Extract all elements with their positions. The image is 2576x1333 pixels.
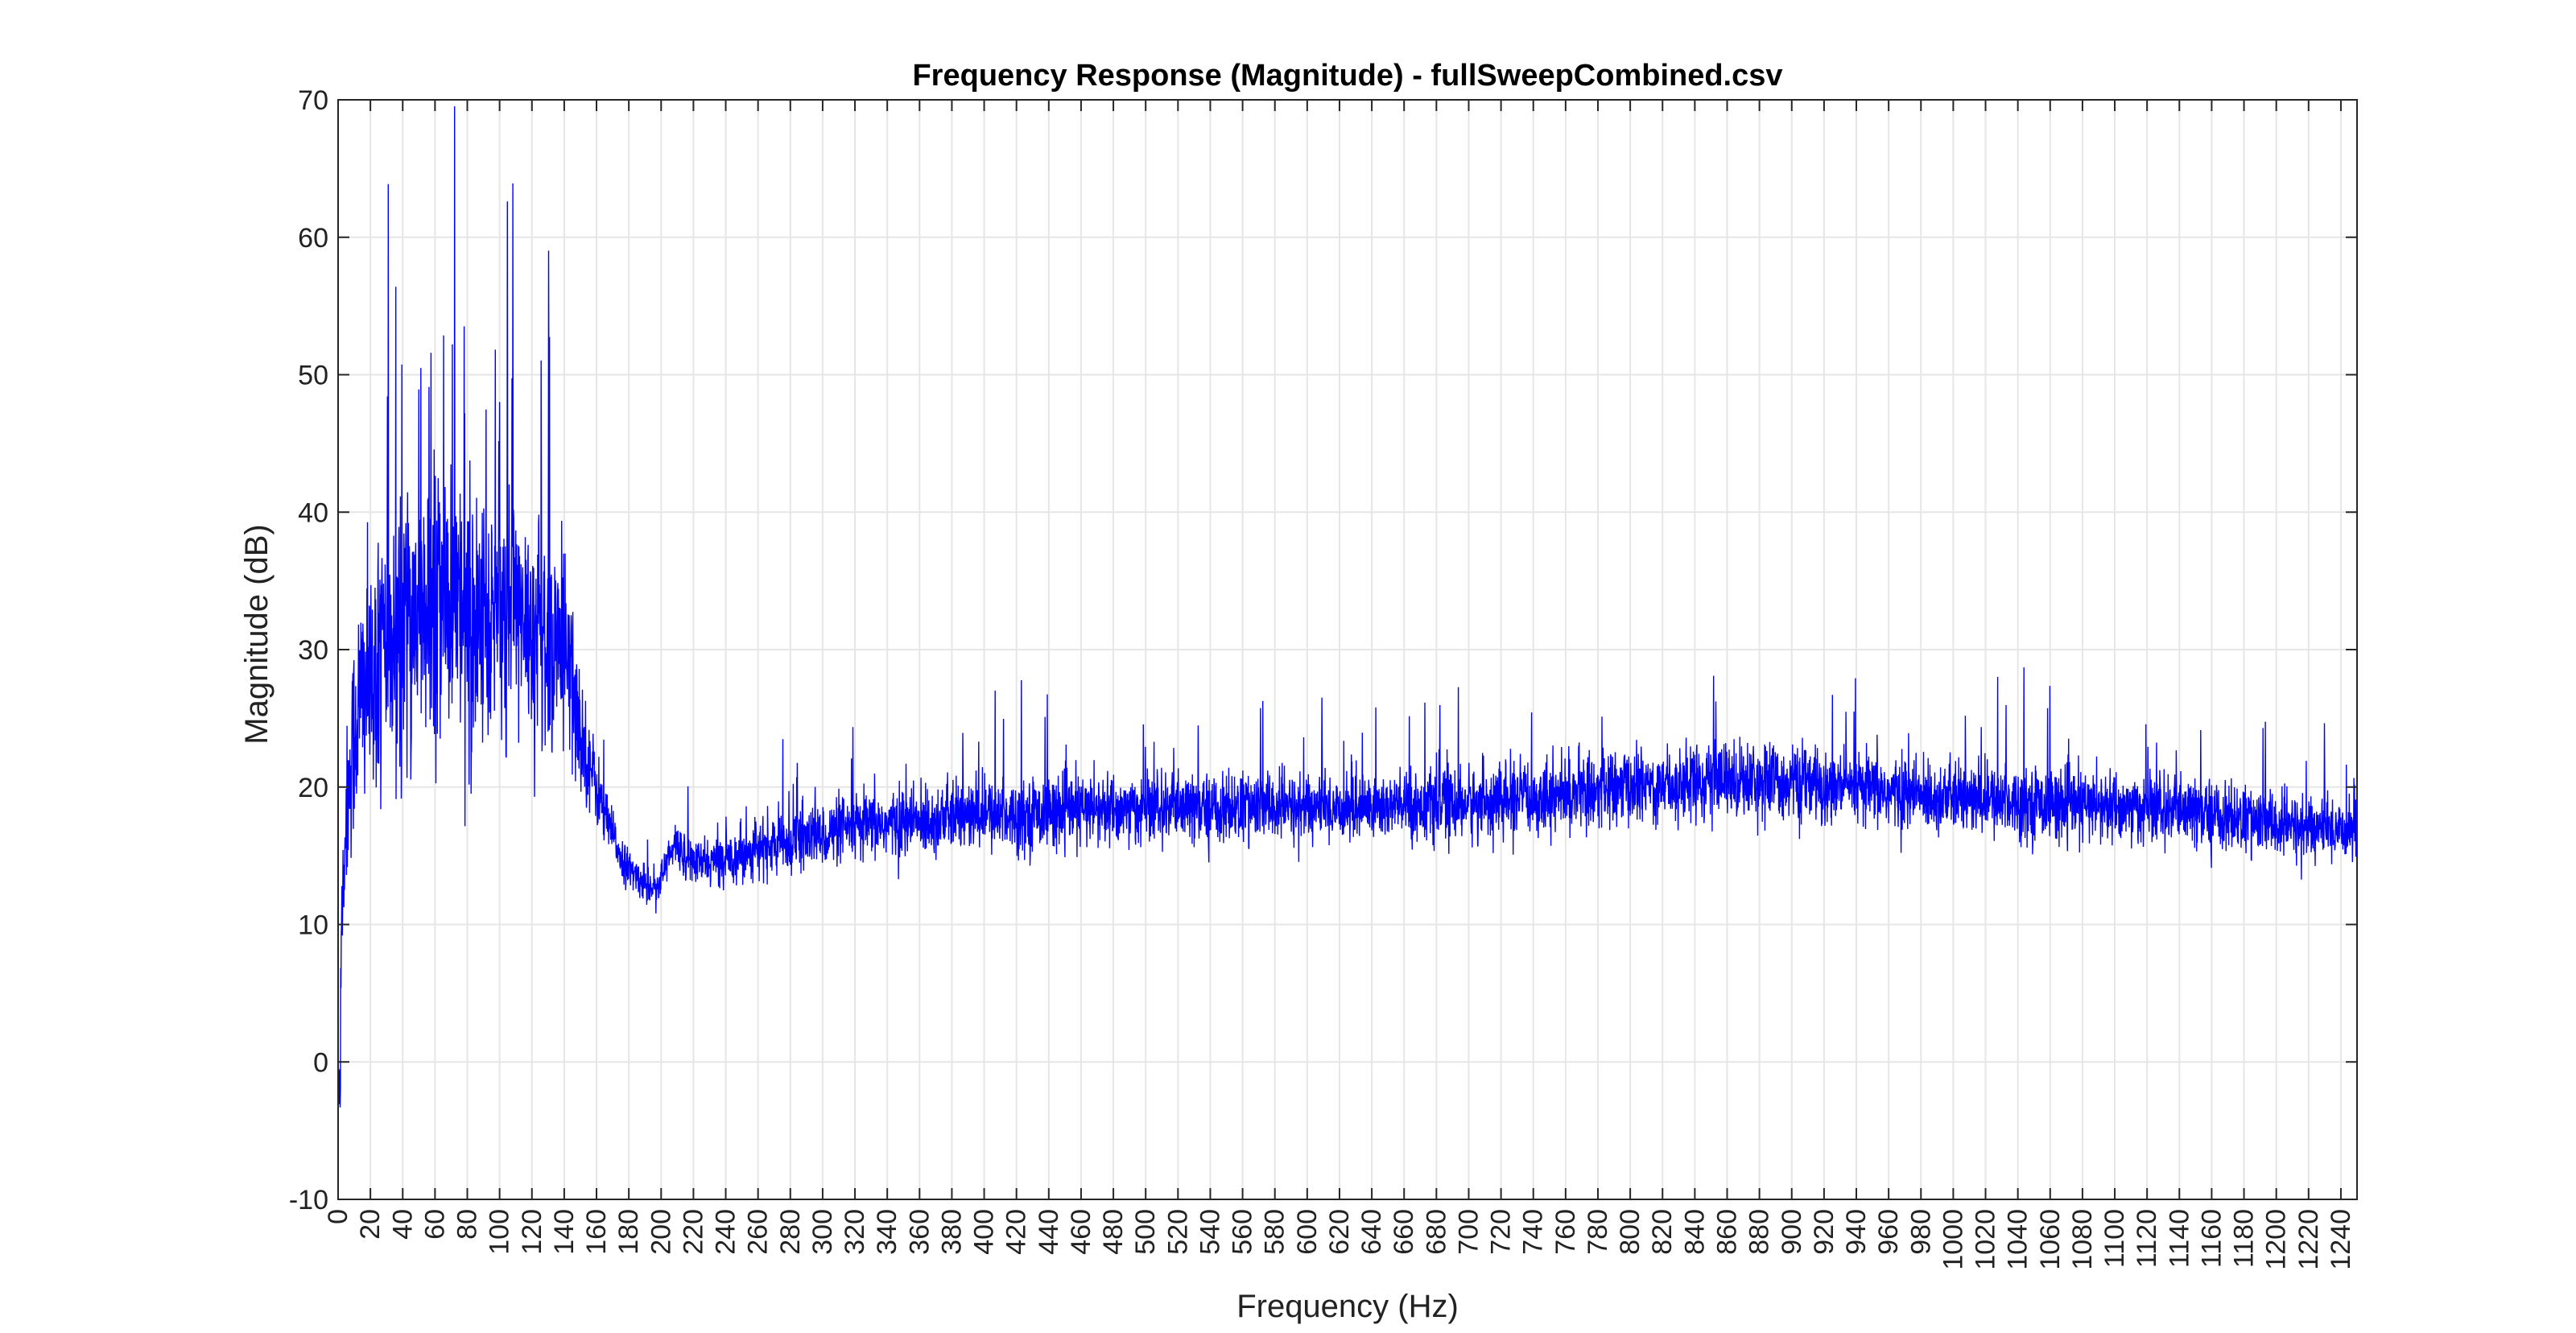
x-tick-label: 360: [904, 1209, 935, 1255]
y-tick-label: 40: [298, 497, 328, 528]
x-tick-label: 120: [517, 1209, 547, 1255]
x-tick-label: 300: [807, 1209, 838, 1255]
x-tick-label: 1120: [2132, 1209, 2162, 1268]
y-tick-label: 10: [298, 910, 328, 941]
x-tick-label: 80: [452, 1209, 483, 1240]
x-tick-label: 240: [711, 1209, 741, 1255]
x-tick-label: 460: [1066, 1209, 1096, 1255]
x-tick-label: 1240: [2326, 1209, 2356, 1270]
x-tick-label: 40: [387, 1209, 418, 1240]
x-tick-label: 800: [1615, 1209, 1645, 1255]
x-tick-label: 280: [775, 1209, 806, 1255]
axis-ticks: [337, 99, 2357, 1200]
x-tick-label: 780: [1583, 1209, 1613, 1255]
x-tick-label: 340: [872, 1209, 902, 1255]
x-tick-label: 680: [1421, 1209, 1451, 1255]
x-tick-label: 920: [1809, 1209, 1839, 1255]
x-tick-label: 640: [1356, 1209, 1387, 1255]
x-tick-label: 900: [1777, 1209, 1807, 1255]
x-tick-label: 880: [1744, 1209, 1775, 1255]
x-tick-label: 600: [1292, 1209, 1323, 1255]
x-tick-label: 1100: [2099, 1209, 2130, 1268]
x-tick-label: 820: [1647, 1209, 1678, 1255]
chart-title: Frequency Response (Magnitude) - fullSwe…: [912, 59, 1782, 93]
x-tick-label: 400: [969, 1209, 1000, 1255]
x-tick-label: 140: [549, 1209, 580, 1255]
y-tick-label: 70: [298, 85, 328, 116]
tick-labels: 0 20 40 60 80 100 120 140 160 180 200 220 240 260 280 3…: [289, 85, 2356, 1270]
x-tick-label: 1000: [1938, 1209, 1968, 1270]
x-tick-label: 620: [1324, 1209, 1355, 1255]
x-tick-label: 860: [1712, 1209, 1743, 1255]
x-tick-label: 740: [1518, 1209, 1549, 1255]
y-tick-label: 50: [298, 361, 328, 391]
y-axis-label: Magnitude (dB): [239, 524, 275, 744]
x-tick-label: 580: [1260, 1209, 1290, 1255]
x-tick-label: 980: [1905, 1209, 1936, 1255]
x-tick-label: 560: [1228, 1209, 1258, 1255]
x-tick-label: 840: [1679, 1209, 1710, 1255]
x-tick-label: 1080: [2067, 1209, 2098, 1270]
x-tick-label: 700: [1453, 1209, 1484, 1255]
x-tick-label: 1140: [2164, 1209, 2194, 1268]
x-tick-label: 220: [678, 1209, 708, 1255]
x-tick-label: 100: [485, 1209, 515, 1255]
x-tick-label: 420: [1001, 1209, 1032, 1255]
y-tick-label: -10: [289, 1185, 328, 1215]
x-tick-label: 480: [1098, 1209, 1129, 1255]
x-tick-label: 1060: [2035, 1209, 2066, 1270]
x-tick-label: 1220: [2293, 1209, 2324, 1270]
x-tick-label: 520: [1162, 1209, 1193, 1255]
x-tick-label: 0: [323, 1209, 353, 1224]
x-tick-label: 660: [1389, 1209, 1419, 1255]
y-tick-label: 20: [298, 773, 328, 803]
x-tick-label: 1160: [2196, 1209, 2227, 1268]
x-tick-label: 500: [1130, 1209, 1161, 1255]
x-tick-label: 1020: [1971, 1209, 2001, 1270]
x-tick-label: 200: [646, 1209, 676, 1255]
x-tick-label: 20: [355, 1209, 386, 1240]
x-tick-label: 1200: [2261, 1209, 2292, 1270]
x-tick-label: 760: [1550, 1209, 1581, 1255]
x-tick-label: 1040: [2003, 1209, 2033, 1270]
y-tick-label: 30: [298, 635, 328, 666]
y-tick-label: 60: [298, 223, 328, 254]
x-tick-label: 380: [936, 1209, 967, 1255]
magnitude-series-line: [337, 106, 2358, 1108]
y-tick-label: 0: [313, 1047, 328, 1078]
x-tick-label: 720: [1486, 1209, 1517, 1255]
x-tick-label: 540: [1195, 1209, 1225, 1255]
x-tick-label: 160: [581, 1209, 612, 1255]
x-tick-label: 320: [840, 1209, 870, 1255]
magnitude-trace: [337, 106, 2358, 1108]
x-tick-label: 940: [1841, 1209, 1872, 1255]
x-tick-label: 180: [613, 1209, 644, 1255]
x-axis-label: Frequency (Hz): [1236, 1289, 1459, 1324]
x-tick-label: 260: [743, 1209, 774, 1255]
x-tick-label: 60: [419, 1209, 450, 1240]
x-tick-label: 440: [1034, 1209, 1064, 1255]
x-tick-label: 1180: [2229, 1209, 2260, 1268]
x-tick-label: 960: [1873, 1209, 1904, 1255]
